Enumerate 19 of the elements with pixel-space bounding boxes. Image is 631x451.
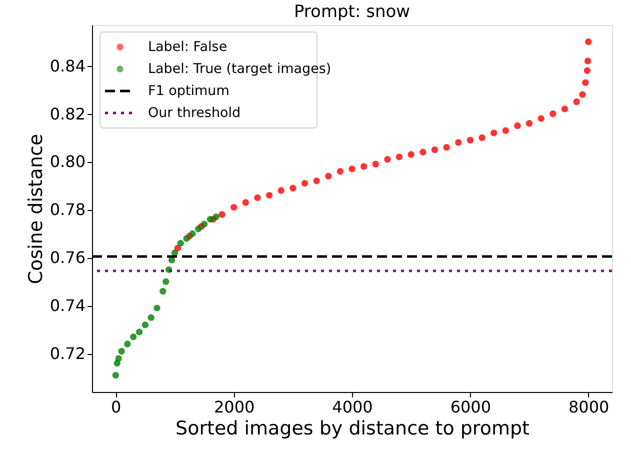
y-tick-label: 0.74 bbox=[50, 296, 86, 316]
y-axis-title: Cosine distance bbox=[24, 134, 47, 284]
y-tick-label: 0.82 bbox=[50, 104, 86, 124]
legend-label: Label: False bbox=[148, 39, 228, 55]
y-tick-label: 0.78 bbox=[50, 200, 86, 220]
legend-label: F1 optimum bbox=[148, 83, 230, 99]
chart-title: Prompt: snow bbox=[294, 2, 410, 22]
y-tick-label: 0.84 bbox=[50, 56, 86, 76]
y-tick-label: 0.76 bbox=[50, 248, 86, 268]
x-tick-label: 4000 bbox=[332, 398, 373, 416]
x-tick-label: 0 bbox=[111, 398, 122, 416]
y-tick-label: 0.72 bbox=[50, 344, 86, 364]
legend-label: Label: True (target images) bbox=[148, 61, 332, 77]
legend-label: Our threshold bbox=[148, 105, 241, 121]
x-axis-title: Sorted images by distance to prompt bbox=[176, 418, 530, 440]
y-tick-label: 0.80 bbox=[50, 152, 86, 172]
x-tick-label: 6000 bbox=[450, 398, 492, 416]
x-tick-label: 2000 bbox=[214, 398, 255, 416]
x-tick-label: 8000 bbox=[568, 398, 610, 416]
